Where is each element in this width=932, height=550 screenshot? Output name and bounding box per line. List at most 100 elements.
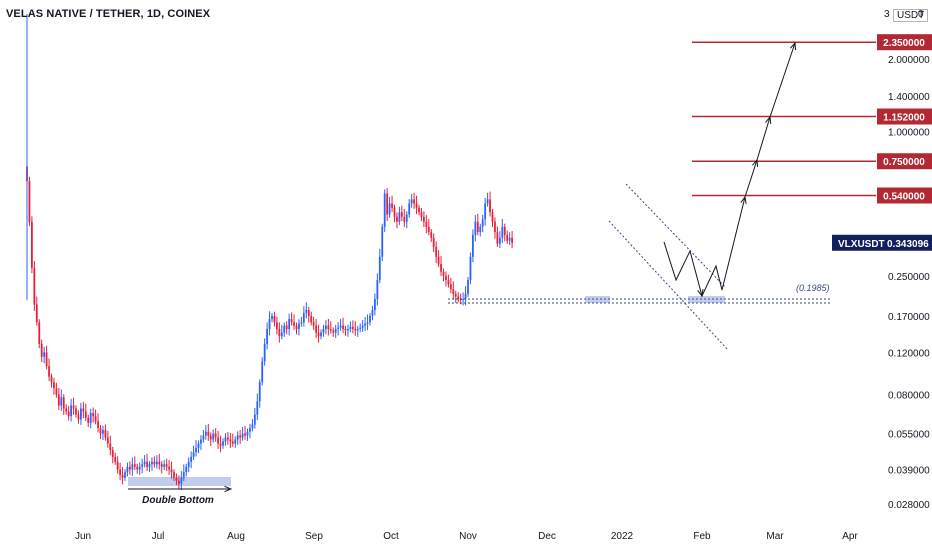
candle-body bbox=[447, 280, 450, 285]
candle-body bbox=[45, 352, 48, 367]
candle-body bbox=[141, 464, 144, 467]
candle-body bbox=[413, 199, 415, 204]
candle-body bbox=[430, 232, 433, 238]
candle-body bbox=[386, 193, 389, 215]
price-level-badge bbox=[877, 187, 932, 204]
candle-body bbox=[327, 325, 330, 330]
time-tick-label: Apr bbox=[842, 531, 858, 542]
candle-body bbox=[102, 429, 104, 434]
candle-body bbox=[119, 469, 121, 475]
candle-body bbox=[415, 203, 418, 208]
price-level-label: 2.350000 bbox=[883, 38, 925, 49]
candle-body bbox=[442, 271, 445, 276]
candle-body bbox=[214, 433, 217, 438]
currency-badge[interactable]: USDT bbox=[893, 9, 929, 22]
candle-body bbox=[185, 466, 188, 473]
candle-body bbox=[72, 405, 75, 409]
candle-body bbox=[70, 405, 72, 417]
candle-body bbox=[440, 263, 442, 272]
candle-body bbox=[65, 408, 68, 412]
candle-body bbox=[82, 408, 85, 412]
candle-body bbox=[263, 343, 266, 362]
candle-body bbox=[305, 310, 308, 313]
candle-body bbox=[511, 237, 513, 243]
candle-body bbox=[398, 212, 401, 222]
candle-body bbox=[138, 466, 141, 470]
candle-body bbox=[136, 466, 139, 470]
price-level-label: 0.750000 bbox=[883, 157, 925, 168]
candle-body bbox=[170, 469, 173, 473]
candle-body bbox=[43, 352, 46, 357]
candle-body bbox=[168, 466, 170, 470]
candle-body bbox=[476, 221, 479, 233]
candle-body bbox=[109, 443, 112, 451]
candle-body bbox=[371, 310, 374, 316]
candle-body bbox=[361, 325, 364, 328]
candle-body bbox=[293, 322, 295, 326]
candle-body bbox=[295, 325, 298, 330]
candle-body bbox=[383, 193, 386, 227]
candle-body bbox=[391, 203, 393, 208]
price-level-badge bbox=[877, 153, 932, 170]
candle-body bbox=[207, 431, 210, 436]
highlight-zones bbox=[128, 296, 725, 486]
candle-body bbox=[251, 424, 254, 429]
candle-body bbox=[425, 221, 428, 227]
candle-body bbox=[53, 382, 55, 389]
candle-body bbox=[146, 461, 148, 467]
time-tick-label: Nov bbox=[459, 531, 477, 542]
candle-body bbox=[332, 330, 335, 333]
candle-body bbox=[33, 267, 36, 305]
price-tick-label: 0.028000 bbox=[888, 500, 930, 511]
candle-body bbox=[351, 326, 354, 330]
candle-body bbox=[219, 443, 222, 446]
candle-body bbox=[337, 327, 340, 330]
candle-body bbox=[349, 326, 352, 330]
candle-body bbox=[423, 216, 425, 222]
candle-body bbox=[116, 461, 119, 470]
candle-body bbox=[498, 237, 501, 244]
candle-body bbox=[312, 322, 315, 326]
candle-body bbox=[374, 299, 376, 311]
candle-body bbox=[256, 401, 259, 415]
candle-body bbox=[427, 226, 430, 233]
candle-body bbox=[60, 397, 63, 406]
candle-body bbox=[347, 329, 349, 331]
candle-body bbox=[111, 450, 114, 457]
price-tick-label: 0.170000 bbox=[888, 312, 930, 323]
candle-body bbox=[454, 293, 457, 297]
candle-body bbox=[285, 325, 288, 330]
candle-body bbox=[496, 232, 499, 244]
top-tick-left: 3 bbox=[884, 9, 890, 20]
candle-body bbox=[486, 199, 489, 204]
candle-body bbox=[204, 431, 207, 436]
channel-lower bbox=[608, 220, 729, 351]
time-tick-label: Feb bbox=[693, 531, 711, 542]
candle-body bbox=[298, 323, 300, 330]
candle-body bbox=[153, 461, 156, 465]
candle-body bbox=[396, 216, 398, 222]
candle-body bbox=[268, 319, 271, 330]
time-tick-label: Sep bbox=[305, 531, 323, 542]
price-level-badge bbox=[877, 108, 932, 125]
candle-body bbox=[155, 461, 158, 465]
candle-body bbox=[151, 461, 153, 465]
candle-body bbox=[381, 226, 384, 257]
candle-body bbox=[278, 329, 281, 337]
candle-body bbox=[182, 472, 185, 478]
candle-body bbox=[283, 325, 286, 333]
arrow-head bbox=[752, 158, 759, 168]
time-axis: Jun Jul Aug Sep Oct Nov Dec 2022 Feb Mar Apr bbox=[75, 531, 859, 542]
candle-body bbox=[388, 203, 391, 215]
candle-body bbox=[273, 315, 276, 323]
candle-body bbox=[276, 322, 278, 330]
candle-body bbox=[310, 315, 313, 323]
candle-body bbox=[435, 246, 438, 257]
candle-body bbox=[288, 319, 291, 330]
support-zone-right bbox=[688, 296, 725, 303]
candle-body bbox=[89, 413, 92, 423]
candle-body bbox=[192, 452, 195, 457]
candle-body bbox=[244, 433, 246, 436]
candle-body bbox=[322, 329, 325, 333]
